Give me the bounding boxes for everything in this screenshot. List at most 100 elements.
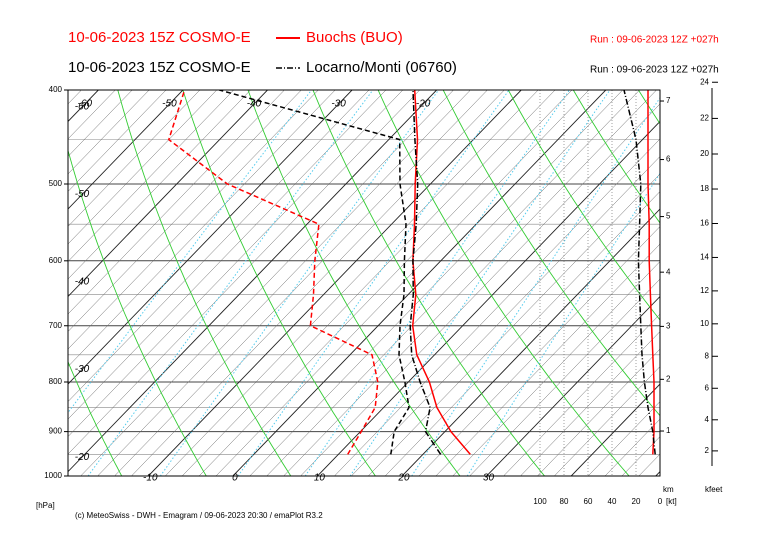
isotherm (520, 331, 660, 476)
isotherm (570, 383, 660, 476)
y-tick-label: 900 (49, 427, 63, 436)
km-tick-label: 1 (666, 426, 671, 435)
isotherm (198, 90, 573, 476)
dry-adiabat (117, 90, 292, 476)
wind-tick-label: 40 (608, 497, 617, 506)
isotherm (68, 90, 353, 385)
wind-tick-label: 0 (658, 497, 663, 506)
dewpoint-profile (219, 90, 410, 455)
dry-adiabat (247, 90, 461, 476)
isotherm (334, 138, 660, 476)
mixing-ratio-line (349, 90, 611, 476)
isotherm-label: -40 (75, 277, 90, 288)
km-tick-label: 7 (666, 96, 671, 105)
kfeet-tick-label: 10 (700, 319, 709, 328)
isotherm (317, 120, 660, 476)
isotherm (232, 90, 607, 476)
y-tick-label: 400 (49, 85, 63, 94)
temperature-profile (409, 90, 442, 455)
temperature-profile (411, 90, 471, 455)
isotherm (469, 278, 660, 476)
isotherm (418, 226, 660, 476)
isotherm (114, 90, 488, 476)
dry-adiabat (68, 149, 207, 476)
kfeet-label: kfeet (705, 485, 723, 494)
km-tick-label: 5 (666, 212, 671, 221)
wind-speed-profile (647, 90, 655, 455)
dewpoint-profile (167, 90, 379, 455)
isotherm (68, 90, 234, 262)
isotherm (537, 348, 660, 476)
legend-label: Buochs (BUO) (306, 29, 403, 46)
legend-label: Locarno/Monti (06760) (306, 59, 457, 76)
kfeet-tick-label: 6 (705, 383, 710, 392)
model-title: 10-06-2023 15Z COSMO-E (68, 29, 251, 46)
isotherm-label: -20 (416, 99, 431, 110)
isotherm (401, 208, 660, 476)
isotherm (486, 295, 660, 476)
y-tick-label: 1000 (44, 471, 62, 480)
isotherm (68, 90, 302, 332)
isotherm (68, 90, 133, 157)
kfeet-tick-label: 2 (705, 446, 710, 455)
isotherm (68, 90, 201, 227)
isotherm (68, 90, 167, 192)
y-tick-label: 800 (49, 377, 63, 386)
isotherm (249, 90, 623, 476)
km-tick-label: 4 (666, 267, 671, 276)
x-tick-label: -10 (143, 473, 158, 484)
x-tick-label: 0 (232, 473, 238, 484)
run-label: Run : 09-06-2023 12Z +027h (590, 65, 719, 76)
dry-adiabat (68, 360, 123, 476)
isotherm-label: -60 (78, 99, 93, 110)
kfeet-tick-label: 14 (700, 253, 709, 262)
dry-adiabat (442, 90, 660, 417)
x-tick-label: 30 (483, 473, 495, 484)
isotherm (452, 261, 660, 476)
km-tick-label: 2 (666, 374, 671, 383)
wind-tick-label: 20 (632, 497, 641, 506)
isotherm-label: -50 (75, 189, 90, 200)
dry-adiabat (507, 90, 660, 321)
isotherm-label: -40 (247, 99, 262, 110)
isotherm-label: -30 (331, 99, 346, 110)
isotherm (68, 90, 319, 350)
km-tick-label: 3 (666, 322, 671, 331)
y-tick-label: 700 (49, 321, 63, 330)
kfeet-tick-label: 16 (700, 219, 709, 228)
isotherm-label: -20 (75, 452, 90, 463)
isotherm (503, 313, 660, 476)
dry-adiabat (377, 90, 630, 476)
mixing-ratio-line (68, 90, 312, 414)
isotherm (266, 90, 640, 476)
isotherm (587, 401, 660, 476)
kfeet-tick-label: 20 (700, 149, 709, 158)
isotherm-label: -30 (75, 364, 90, 375)
isotherm (215, 90, 590, 476)
footer: (c) MeteoSwiss - DWH - Emagram / 09-06-2… (75, 511, 323, 520)
overlay: 100 80 60 40 20 0 400 500 600 700 800 900 1000 -10 0 10… (44, 77, 718, 506)
isotherm-label: -50 (162, 99, 177, 110)
mixing-ratio-line (237, 90, 510, 476)
kfeet-tick-label: 4 (705, 415, 710, 424)
isotherm-label: -60 (75, 102, 90, 113)
isotherm (68, 90, 437, 473)
wind-tick-label: 80 (560, 497, 569, 506)
isotherm (68, 90, 387, 420)
mixing-ratio-line (411, 96, 660, 476)
wind-tick-label: 60 (584, 497, 593, 506)
isotherm (368, 173, 660, 476)
x-tick-label: 20 (397, 473, 410, 484)
isotherm (68, 90, 217, 245)
mixing-ratio-line (304, 90, 570, 476)
isotherm (165, 90, 539, 476)
isotherm (554, 366, 660, 476)
dry-adiabat (182, 90, 376, 476)
km-label: km (663, 485, 674, 494)
isotherm (68, 90, 184, 210)
isotherm (68, 90, 370, 402)
wind-axis-label: [kt] (666, 497, 677, 506)
kfeet-tick-label: 18 (700, 184, 709, 193)
isotherm (131, 90, 505, 476)
run-label: Run : 09-06-2023 12Z +027h (590, 35, 719, 46)
